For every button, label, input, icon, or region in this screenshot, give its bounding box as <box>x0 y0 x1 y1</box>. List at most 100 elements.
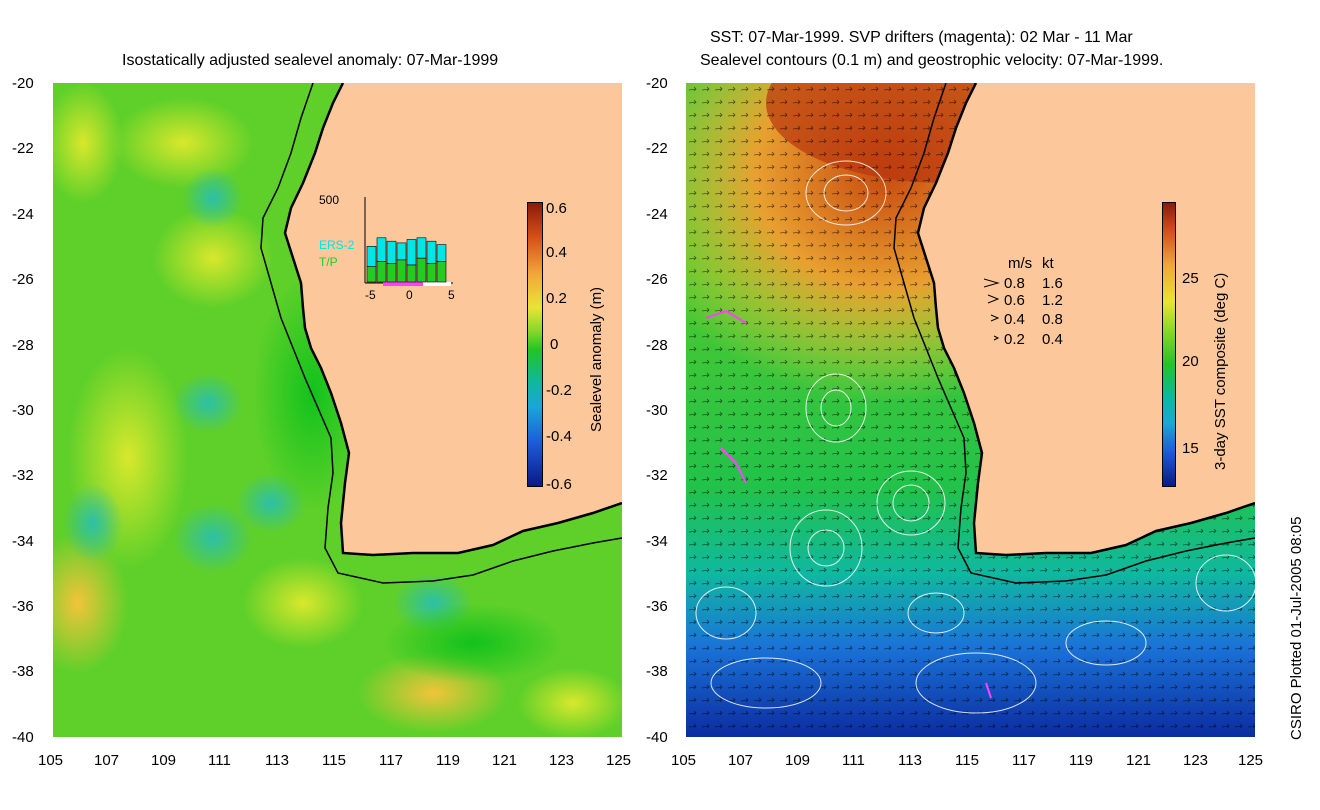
isobath-contour <box>893 83 1255 584</box>
inset-time-span <box>423 282 451 286</box>
inset-bar-ers2 <box>426 240 437 264</box>
coastline <box>283 83 622 557</box>
lat-tick: -30 <box>12 402 34 419</box>
positive-anomaly <box>518 668 622 737</box>
lon-tick: 115 <box>955 752 979 769</box>
lon-tick: 113 <box>898 752 922 769</box>
velocity-legend-header: kt <box>1042 255 1055 272</box>
svp-drifter-track <box>985 682 992 699</box>
inset-legend-ers2: ERS-2 <box>319 238 355 252</box>
lat-tick: -28 <box>646 337 668 354</box>
svp-drifter-track <box>720 447 747 484</box>
lon-tick: 107 <box>728 752 754 769</box>
sst-colorbar-label: 3-day SST composite (deg C) <box>1212 272 1229 470</box>
lat-tick: -26 <box>12 271 34 288</box>
colorbar-tick: 0.2 <box>546 290 567 307</box>
inset-bar-ers2 <box>366 246 377 268</box>
lat-tick: -20 <box>12 75 34 92</box>
sealevel-contours <box>695 160 1255 714</box>
sst-colorbar-tick: 15 <box>1182 440 1199 457</box>
inset-bar-ers2 <box>406 239 417 266</box>
lon-tick: 111 <box>842 752 865 769</box>
lon-tick: 105 <box>671 752 697 769</box>
lon-tick: 117 <box>379 752 403 769</box>
satellite-passes-inset: 500 -5 0 5 ERS-2 T/P <box>319 193 455 302</box>
inset-bar-tp <box>366 266 377 283</box>
positive-anomaly <box>243 558 363 648</box>
isobath-contour <box>260 83 622 584</box>
negative-anomaly <box>173 373 243 433</box>
colorbar-tick: -0.4 <box>546 428 572 445</box>
lat-tick: -40 <box>12 729 34 746</box>
lat-tick: -24 <box>646 206 668 223</box>
inset-bar-ers2 <box>416 237 427 259</box>
lon-tick: 107 <box>94 752 120 769</box>
sst-velocity-map: m/s kt 0.8 1.6 0.6 1.2 0.4 0.8 0.2 0.4 <box>686 83 1255 737</box>
colorbar-tick: 0.6 <box>546 200 567 217</box>
positive-anomaly <box>53 533 128 673</box>
lat-tick: -38 <box>12 663 34 680</box>
lon-tick: 123 <box>549 752 575 769</box>
lat-tick: -38 <box>646 663 668 680</box>
velocity-legend-kt: 0.8 <box>1042 311 1063 328</box>
velocity-legend-kt: 1.6 <box>1042 275 1063 292</box>
inset-xtick: 5 <box>448 288 455 302</box>
positive-anomaly <box>53 83 123 203</box>
inset-xtick: 0 <box>406 288 413 302</box>
inset-ymax-label: 500 <box>319 193 339 207</box>
lon-tick: 113 <box>265 752 289 769</box>
green-region <box>383 603 563 683</box>
colorbar-tick: -0.6 <box>546 476 572 493</box>
velocity-legend-ms: 0.6 <box>1004 292 1025 309</box>
positive-anomaly <box>153 208 273 308</box>
lat-tick: -28 <box>12 337 34 354</box>
colorbar-tick: -0.2 <box>546 382 572 399</box>
inset-bar-tp <box>406 264 417 283</box>
inset-bar-ers2 <box>396 242 407 261</box>
lon-tick: 121 <box>492 752 518 769</box>
inset-bar-tp <box>386 263 397 283</box>
lon-tick: 125 <box>606 752 632 769</box>
inset-bar-tp <box>396 259 407 283</box>
colorbar-tick: 0 <box>550 336 559 353</box>
lon-tick: 109 <box>785 752 811 769</box>
lon-tick: 115 <box>322 752 346 769</box>
colorbar-label: Sealevel anomaly (m) <box>588 286 605 432</box>
lat-tick: -22 <box>12 140 34 157</box>
velocity-legend: m/s kt 0.8 1.6 0.6 1.2 0.4 0.8 0.2 0.4 <box>983 255 1063 348</box>
lon-tick: 109 <box>151 752 177 769</box>
lat-tick: -40 <box>646 729 668 746</box>
sealevel-colorbar <box>527 202 543 487</box>
sst-colorbar-tick: 25 <box>1182 270 1199 287</box>
inset-bar-ers2 <box>376 237 387 262</box>
lat-tick: -36 <box>646 598 668 615</box>
lon-tick: 119 <box>1069 752 1093 769</box>
velocity-legend-kt: 1.2 <box>1042 292 1063 309</box>
inset-bar-ers2 <box>386 240 397 264</box>
inset-bar-tp <box>416 257 427 283</box>
colorbar-tick: 0.4 <box>546 244 567 261</box>
negative-anomaly <box>63 483 123 563</box>
lon-tick: 125 <box>1238 752 1264 769</box>
lat-tick: -24 <box>12 206 34 223</box>
inset-xtick: -5 <box>365 288 376 302</box>
inset-bar-ers2 <box>436 244 447 262</box>
lon-tick: 117 <box>1012 752 1036 769</box>
negative-anomaly <box>173 503 253 573</box>
lat-tick: -34 <box>12 533 34 550</box>
lon-tick: 111 <box>208 752 231 769</box>
velocity-legend-kt: 0.4 <box>1042 331 1063 348</box>
plot-credit: CSIRO Plotted 01-Jul-2005 08:05 <box>1288 516 1305 740</box>
lat-tick: -20 <box>646 75 668 92</box>
lat-tick: -22 <box>646 140 668 157</box>
velocity-arrow-sample <box>987 294 1000 304</box>
left-map-title: Isostatically adjusted sealevel anomaly:… <box>122 52 499 69</box>
lon-tick: 123 <box>1183 752 1209 769</box>
inset-bar-tp <box>426 263 437 283</box>
negative-anomaly <box>183 168 243 228</box>
velocity-legend-ms: 0.2 <box>1004 331 1025 348</box>
lon-tick: 121 <box>1126 752 1152 769</box>
lon-tick: 105 <box>38 752 64 769</box>
sst-colorbar-tick: 20 <box>1182 353 1199 370</box>
lat-tick: -32 <box>646 467 668 484</box>
